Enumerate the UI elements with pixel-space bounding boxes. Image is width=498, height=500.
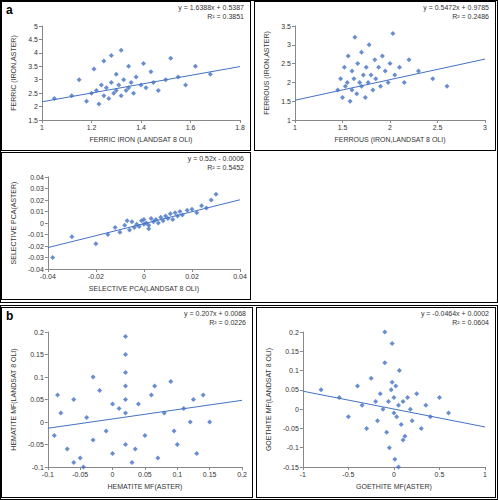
svg-text:-0.1: -0.1 <box>32 464 44 471</box>
svg-text:3: 3 <box>483 124 487 131</box>
svg-text:SELECTIVE PCA(ASTER): SELECTIVE PCA(ASTER) <box>10 182 18 265</box>
svg-text:FERRIC (IRON,ASTER): FERRIC (IRON,ASTER) <box>10 35 18 110</box>
svg-text:0: 0 <box>40 419 44 426</box>
svg-text:3.5: 3.5 <box>281 23 291 30</box>
svg-text:-0.1: -0.1 <box>287 444 299 451</box>
svg-text:R² = 0.3851: R² = 0.3851 <box>207 13 244 20</box>
svg-text:1: 1 <box>293 124 297 131</box>
svg-text:1.5: 1.5 <box>28 117 38 124</box>
svg-text:a: a <box>6 3 13 17</box>
svg-text:-0.05: -0.05 <box>28 441 44 448</box>
svg-text:2: 2 <box>287 79 291 86</box>
svg-text:-1: -1 <box>300 471 306 478</box>
svg-text:-0.04: -0.04 <box>40 273 56 280</box>
svg-text:1: 1 <box>40 124 44 131</box>
svg-text:2.5: 2.5 <box>28 90 38 97</box>
svg-text:b: b <box>6 309 13 323</box>
svg-text:4: 4 <box>34 49 38 56</box>
svg-text:FERROUS (IRON,ASTER): FERROUS (IRON,ASTER) <box>263 31 271 115</box>
svg-text:3: 3 <box>287 41 291 48</box>
svg-text:-0.1: -0.1 <box>42 471 54 478</box>
svg-text:0.15: 0.15 <box>30 351 44 358</box>
svg-text:0.15: 0.15 <box>285 348 299 355</box>
svg-text:5: 5 <box>34 23 38 30</box>
svg-text:0.2: 0.2 <box>289 329 299 336</box>
svg-text:GOETHITE MF(ASTER): GOETHITE MF(ASTER) <box>356 483 432 491</box>
svg-text:1.5: 1.5 <box>281 98 291 105</box>
svg-text:0.02: 0.02 <box>30 197 44 204</box>
svg-text:0.1: 0.1 <box>172 471 182 478</box>
svg-text:0.2: 0.2 <box>237 471 247 478</box>
svg-text:y = 1.6388x + 0.5387: y = 1.6388x + 0.5387 <box>178 4 244 12</box>
svg-text:0.05: 0.05 <box>138 471 152 478</box>
svg-text:0.2: 0.2 <box>34 329 44 336</box>
svg-text:2.5: 2.5 <box>433 124 443 131</box>
svg-text:0: 0 <box>142 273 146 280</box>
svg-text:0.03: 0.03 <box>30 185 44 192</box>
svg-text:0.1: 0.1 <box>34 374 44 381</box>
svg-text:2.5: 2.5 <box>281 60 291 67</box>
svg-text:-0.05: -0.05 <box>72 471 88 478</box>
svg-text:-0.03: -0.03 <box>28 254 44 261</box>
svg-text:0.01: 0.01 <box>30 208 44 215</box>
svg-text:SELECTIVE PCA(LANDSAT 8 OLI): SELECTIVE PCA(LANDSAT 8 OLI) <box>89 285 199 293</box>
svg-text:0.5: 0.5 <box>435 471 445 478</box>
svg-text:-0.04: -0.04 <box>28 266 44 273</box>
svg-text:0.02: 0.02 <box>185 273 199 280</box>
svg-text:-0.5: -0.5 <box>342 471 354 478</box>
svg-text:1: 1 <box>483 471 487 478</box>
svg-text:2: 2 <box>34 103 38 110</box>
svg-text:2: 2 <box>388 124 392 131</box>
svg-text:FERROUS (IRON,LANDSAT 8 OLI): FERROUS (IRON,LANDSAT 8 OLI) <box>335 136 446 144</box>
svg-text:1.8: 1.8 <box>235 124 245 131</box>
svg-text:y = -0.0464x + 0.0002: y = -0.0464x + 0.0002 <box>421 310 489 318</box>
svg-text:4.5: 4.5 <box>28 36 38 43</box>
svg-text:y = 0.207x + 0.0068: y = 0.207x + 0.0068 <box>184 310 246 318</box>
svg-text:FERRIC IRON (LANDSAT 8 OLI): FERRIC IRON (LANDSAT 8 OLI) <box>90 136 193 144</box>
svg-text:R² = 0.2486: R² = 0.2486 <box>452 13 489 20</box>
svg-text:0: 0 <box>111 471 115 478</box>
svg-text:0.05: 0.05 <box>285 386 299 393</box>
svg-text:0.04: 0.04 <box>30 174 44 181</box>
svg-text:0: 0 <box>295 406 299 413</box>
svg-text:1.4: 1.4 <box>136 124 146 131</box>
svg-text:y = 0.52x - 0.0006: y = 0.52x - 0.0006 <box>188 155 244 163</box>
svg-text:0.04: 0.04 <box>233 273 247 280</box>
svg-text:-0.05: -0.05 <box>283 425 299 432</box>
svg-text:3.5: 3.5 <box>28 63 38 70</box>
svg-text:HEMATITE MF(ASTER): HEMATITE MF(ASTER) <box>107 483 182 491</box>
svg-text:1: 1 <box>287 117 291 124</box>
svg-text:1.2: 1.2 <box>87 124 97 131</box>
svg-text:0: 0 <box>392 471 396 478</box>
svg-text:1.5: 1.5 <box>338 124 348 131</box>
svg-text:0.15: 0.15 <box>203 471 217 478</box>
svg-text:-0.02: -0.02 <box>88 273 104 280</box>
svg-text:HEMATITE MF(LANDSAT 8 OLI): HEMATITE MF(LANDSAT 8 OLI) <box>10 348 18 450</box>
svg-text:-0.15: -0.15 <box>283 464 299 471</box>
svg-text:0.1: 0.1 <box>289 367 299 374</box>
svg-text:0: 0 <box>40 220 44 227</box>
svg-text:R² = 0.0226: R² = 0.0226 <box>209 319 246 326</box>
svg-text:-0.01: -0.01 <box>28 231 44 238</box>
svg-text:3: 3 <box>34 76 38 83</box>
svg-text:y = 0.5472x + 0.9785: y = 0.5472x + 0.9785 <box>423 4 489 12</box>
svg-text:-0.02: -0.02 <box>28 243 44 250</box>
svg-text:R² = 0.5452: R² = 0.5452 <box>207 164 244 171</box>
svg-text:R² = 0.0604: R² = 0.0604 <box>452 319 489 326</box>
svg-text:0.05: 0.05 <box>30 396 44 403</box>
svg-text:GOETHITE MF(LANDSAT 8 OLI): GOETHITE MF(LANDSAT 8 OLI) <box>265 348 273 451</box>
svg-text:1.6: 1.6 <box>186 124 196 131</box>
